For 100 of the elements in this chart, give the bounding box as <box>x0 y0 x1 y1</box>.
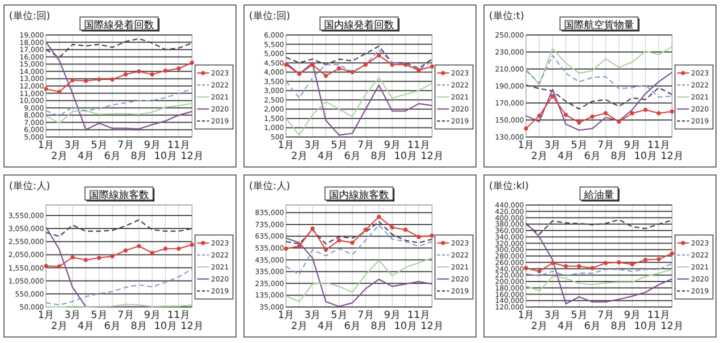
point <box>643 108 648 112</box>
point <box>336 238 342 242</box>
x-tick-label: 4月 <box>318 151 334 162</box>
y-axis-title: (単位:人) <box>9 180 50 192</box>
point <box>364 228 368 232</box>
point <box>643 258 648 262</box>
point <box>310 226 315 231</box>
x-tick-label: 2月 <box>51 321 68 332</box>
point <box>163 68 168 73</box>
line-series <box>45 268 193 306</box>
x-tick-label: 1月 <box>278 140 294 151</box>
x-tick-label: 8月 <box>370 321 388 332</box>
x-tick-label: 6月 <box>344 321 361 332</box>
x-tick-label: 7月 <box>117 310 134 321</box>
x-tick-label: 8月 <box>610 321 628 332</box>
point <box>124 248 128 253</box>
x-tick-label: 8月 <box>370 151 388 162</box>
x-tick-label: 11月 <box>407 140 430 151</box>
point <box>656 257 661 262</box>
x-tick-label: 8月 <box>610 151 628 162</box>
point <box>656 111 661 116</box>
point <box>110 254 114 258</box>
point <box>324 74 328 78</box>
line-series <box>525 263 673 276</box>
point <box>284 62 288 67</box>
point <box>110 77 114 82</box>
line-series <box>45 88 193 116</box>
point <box>576 120 582 125</box>
point <box>150 72 154 76</box>
x-tick-label: 7月 <box>597 140 614 151</box>
point <box>630 111 634 116</box>
x-tick-label: 8月 <box>130 151 148 162</box>
x-tick-label: 4月 <box>558 151 574 162</box>
point <box>670 251 674 256</box>
point <box>430 234 434 238</box>
x-tick-label: 5月 <box>330 310 348 321</box>
point <box>136 244 142 248</box>
point <box>550 94 555 98</box>
x-tick-label: 3月 <box>544 140 561 151</box>
point <box>416 234 421 239</box>
chart-title: 国際線旅客数 <box>89 189 149 201</box>
x-tick-label: 2月 <box>291 151 308 162</box>
x-tick-label: 11月 <box>647 310 670 321</box>
point <box>190 242 194 247</box>
x-tick-label: 12月 <box>420 321 444 332</box>
point <box>70 78 75 82</box>
x-tick-label: 10月 <box>634 151 657 162</box>
chart-title: 給油量 <box>583 189 614 201</box>
x-tick-label: 10月 <box>154 321 177 332</box>
point <box>403 228 408 232</box>
line-series <box>525 222 673 304</box>
point <box>390 225 394 230</box>
line-series <box>525 268 673 292</box>
point <box>57 264 62 269</box>
x-tick-label: 5月 <box>330 140 348 151</box>
line-series <box>525 219 673 235</box>
x-tick-label: 2月 <box>51 151 68 162</box>
x-tick-label: 11月 <box>407 310 430 321</box>
point <box>350 240 354 245</box>
x-tick-label: 10月 <box>634 321 657 332</box>
point <box>96 256 102 260</box>
x-tick-label: 11月 <box>167 310 190 321</box>
point <box>390 62 394 67</box>
point <box>176 66 181 71</box>
x-tick-label: 6月 <box>104 151 121 162</box>
point <box>44 264 48 268</box>
line-series <box>525 54 673 98</box>
point <box>430 64 434 69</box>
x-tick-label: 1月 <box>278 310 294 321</box>
chart-title: 国際線発着回数 <box>84 19 154 31</box>
line-series <box>45 219 193 237</box>
x-tick-label: 7月 <box>357 310 374 321</box>
point <box>537 114 542 118</box>
line-series <box>285 77 433 136</box>
x-tick-label: 5月 <box>90 140 108 151</box>
point <box>604 111 608 116</box>
line-series <box>285 257 433 302</box>
x-tick-label: 2月 <box>531 151 548 162</box>
chart-title: 国内線旅客数 <box>329 189 389 201</box>
x-tick-label: 1月 <box>38 310 54 321</box>
x-tick-label: 3月 <box>64 310 81 321</box>
point <box>297 244 302 248</box>
y-axis-title: (単位:回) <box>9 10 50 22</box>
x-tick-label: 12月 <box>180 321 204 332</box>
x-tick-label: 4月 <box>318 321 334 332</box>
x-tick-label: 1月 <box>518 310 534 321</box>
line-series <box>285 237 433 308</box>
x-tick-label: 3月 <box>64 140 81 151</box>
point <box>297 72 302 76</box>
y-axis-title: (単位:kl) <box>489 180 529 192</box>
point <box>616 120 622 124</box>
x-tick-label: 1月 <box>518 140 534 151</box>
point <box>84 78 88 83</box>
point <box>590 114 594 119</box>
point <box>176 246 181 251</box>
x-tick-label: 10月 <box>394 321 417 332</box>
x-tick-label: 9月 <box>384 310 400 321</box>
point <box>136 69 142 74</box>
x-tick-label: 5月 <box>90 310 108 321</box>
x-tick-label: 6月 <box>104 321 121 332</box>
